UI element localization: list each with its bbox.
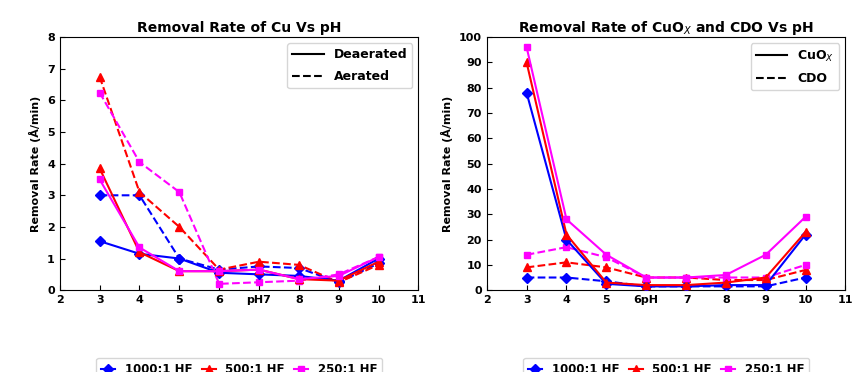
Title: Removal Rate of Cu Vs pH: Removal Rate of Cu Vs pH xyxy=(136,20,341,35)
Title: Removal Rate of CuO$_X$ and CDO Vs pH: Removal Rate of CuO$_X$ and CDO Vs pH xyxy=(518,19,813,37)
Y-axis label: Removal Rate (Å/min): Removal Rate (Å/min) xyxy=(29,96,42,232)
Y-axis label: Removal Rate (Å/min): Removal Rate (Å/min) xyxy=(441,96,453,232)
Legend: 1000:1 HF, 500:1 HF, 250:1 HF: 1000:1 HF, 500:1 HF, 250:1 HF xyxy=(96,358,381,372)
Legend: 1000:1 HF, 500:1 HF, 250:1 HF: 1000:1 HF, 500:1 HF, 250:1 HF xyxy=(523,358,808,372)
